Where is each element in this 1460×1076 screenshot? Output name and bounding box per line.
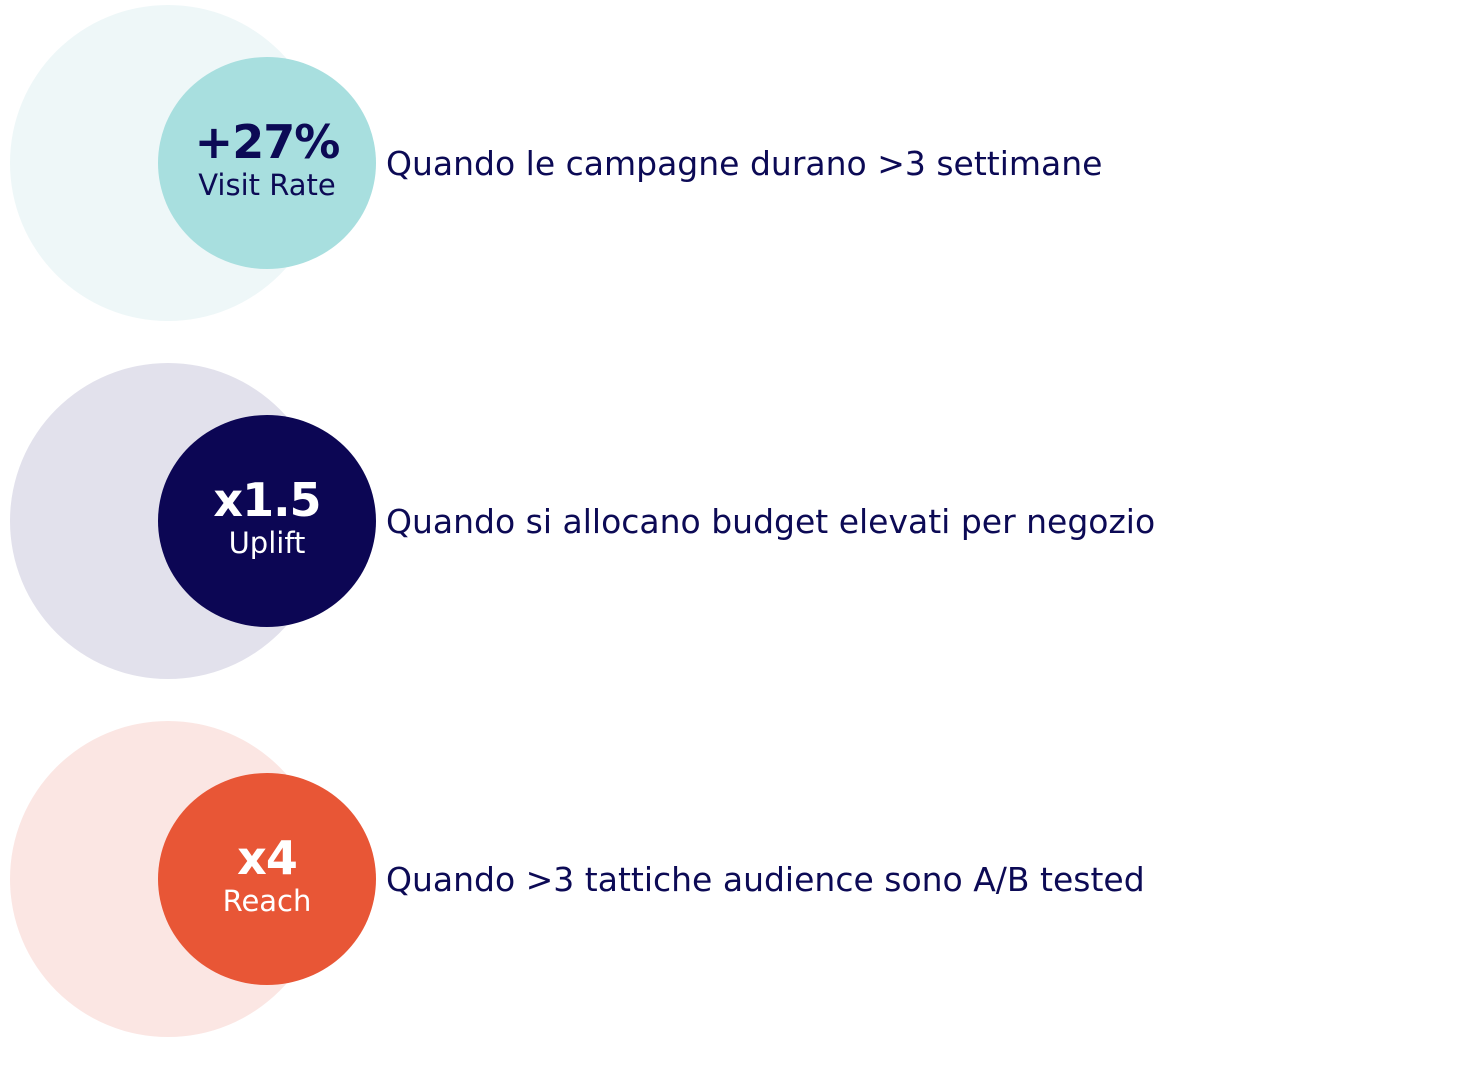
stat-badge: x4 Reach <box>158 773 376 985</box>
stat-description: Quando si allocano budget elevati per ne… <box>386 502 1156 541</box>
stat-row-uplift: x1.5 Uplift Quando si allocano budget el… <box>0 363 1460 683</box>
stat-badge: x1.5 Uplift <box>158 415 376 627</box>
stat-label: Uplift <box>228 526 306 560</box>
stat-label: Reach <box>222 884 312 918</box>
stat-row-reach: x4 Reach Quando >3 tattiche audience son… <box>0 721 1460 1041</box>
stat-value: x1.5 <box>213 473 321 527</box>
stat-value: x4 <box>237 831 298 885</box>
stat-row-visit-rate: +27% Visit Rate Quando le campagne duran… <box>0 5 1460 325</box>
stat-description: Quando le campagne durano >3 settimane <box>386 144 1103 183</box>
stat-value: +27% <box>194 115 341 169</box>
stat-label: Visit Rate <box>198 168 336 202</box>
stat-description: Quando >3 tattiche audience sono A/B tes… <box>386 860 1145 899</box>
stat-badge: +27% Visit Rate <box>158 57 376 269</box>
